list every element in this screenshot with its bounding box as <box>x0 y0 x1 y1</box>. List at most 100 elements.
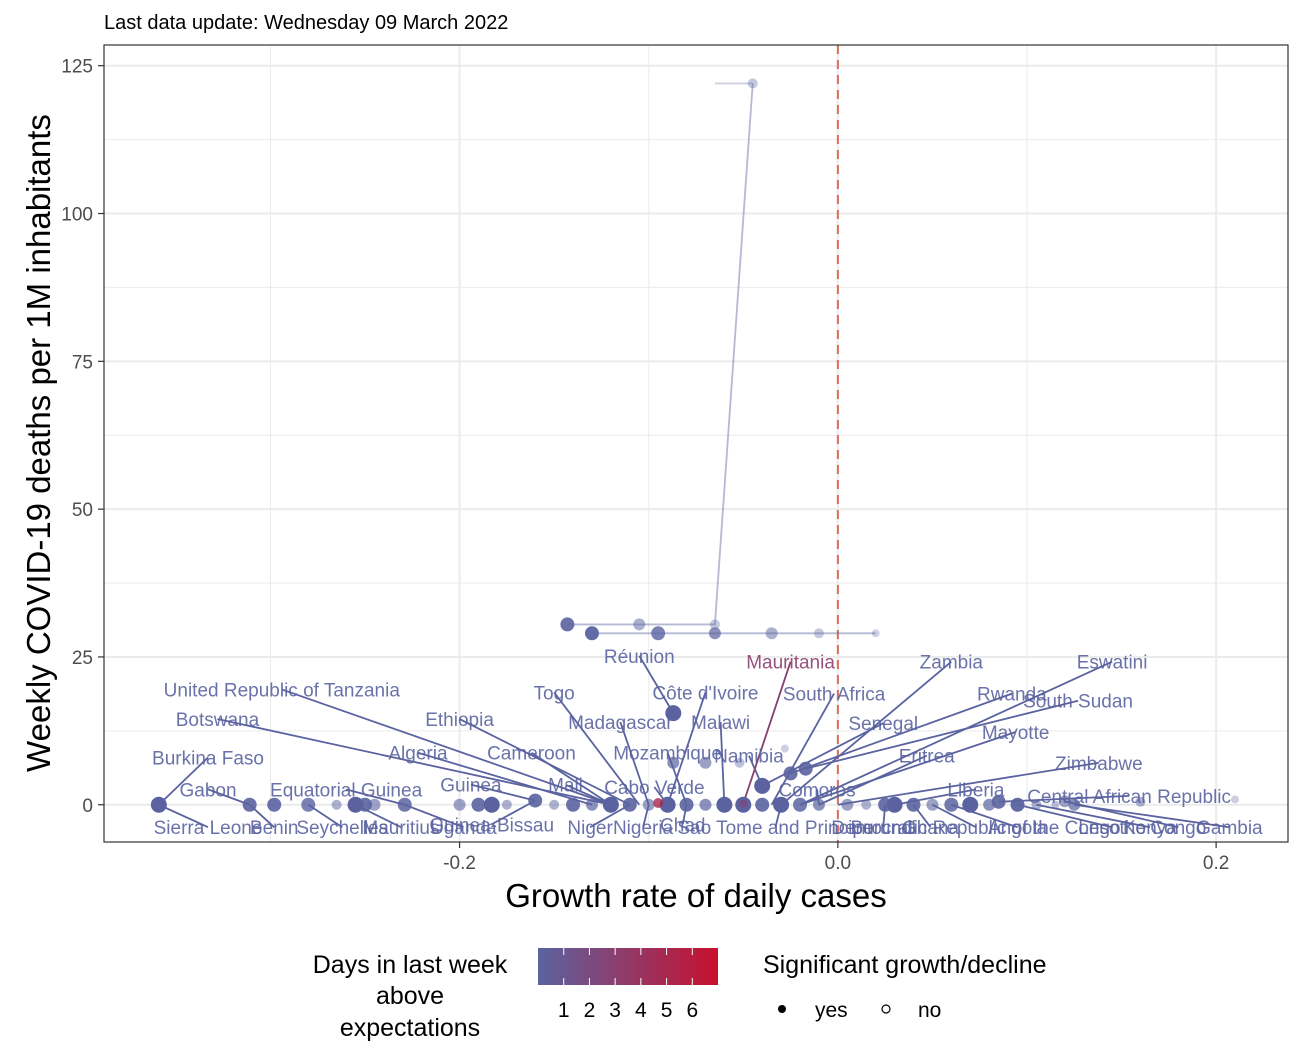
color-legend-tick-label: 4 <box>635 999 647 1022</box>
legend-no-marker <box>881 1004 891 1014</box>
data-point <box>812 798 825 811</box>
data-point <box>301 797 316 812</box>
axes: -0.2 0.0 0.2 0 25 50 75 100 125 <box>61 57 1229 874</box>
label-connector <box>281 688 612 806</box>
data-point <box>651 626 666 641</box>
data-point <box>566 797 581 812</box>
country-label: Mayotte <box>982 723 1050 744</box>
data-point <box>709 619 720 630</box>
data-point <box>150 796 167 813</box>
data-point <box>1051 800 1060 809</box>
label-connector <box>932 803 977 829</box>
data-point <box>331 799 342 810</box>
country-label: Ghana <box>902 818 959 839</box>
data-point <box>926 798 939 811</box>
color-legend-title-line-1: Days in last week <box>313 951 508 979</box>
country-label: Guinea-Bissau <box>429 815 554 836</box>
label-connector <box>207 788 250 806</box>
country-label: Gambia <box>1196 818 1263 839</box>
country-label: Benin <box>250 818 299 839</box>
chart-subtitle: Last data update: Wednesday 09 March 202… <box>104 12 508 34</box>
color-legend-tick-label: 6 <box>686 999 698 1022</box>
y-tick-label: 25 <box>72 648 93 669</box>
y-axis-title: Weekly COVID-19 deaths per 1M inhabitant… <box>20 114 57 772</box>
color-legend-tick-label: 2 <box>584 999 596 1022</box>
data-point <box>584 626 599 641</box>
data-point <box>1010 797 1025 812</box>
country-label: Togo <box>534 683 575 704</box>
label-connector <box>799 731 1016 806</box>
country-label: Mauritius <box>362 818 439 839</box>
country-label: Chad <box>660 815 705 836</box>
panel-border <box>103 44 1289 843</box>
data-point <box>471 797 486 812</box>
data-point <box>734 757 745 768</box>
data-point <box>841 798 854 811</box>
country-label: Zambia <box>920 653 984 674</box>
label-connector <box>790 692 1013 775</box>
data-point <box>944 797 959 812</box>
data-point <box>501 799 512 810</box>
data-point <box>886 796 903 813</box>
data-point <box>871 629 880 638</box>
country-label: Central African Republic <box>1027 787 1231 808</box>
legend-yes-label: yes <box>815 999 848 1022</box>
label-connector <box>742 661 792 804</box>
country-label-layer: Burkina Faso Gabon Sierra LeoneBeninSeyche… <box>152 647 1263 839</box>
country-label: Rwanda <box>977 685 1047 706</box>
label-connector <box>619 721 650 806</box>
data-point <box>585 798 598 811</box>
data-point <box>453 798 466 811</box>
country-label: Eritrea <box>899 747 955 768</box>
data-point <box>906 797 921 812</box>
data-point <box>699 798 712 811</box>
country-label: Sierra Leone <box>154 818 263 839</box>
y-tick-label: 0 <box>82 796 93 817</box>
label-connector <box>837 761 1100 806</box>
data-point <box>773 796 790 813</box>
data-point <box>783 766 798 781</box>
data-point <box>549 799 560 810</box>
data-point <box>1031 799 1042 810</box>
data-point <box>861 799 872 810</box>
trajectory-layer <box>567 82 876 635</box>
data-point <box>267 797 282 812</box>
country-label: Namibia <box>714 747 784 768</box>
trajectory-line <box>567 83 754 626</box>
data-point <box>747 78 758 89</box>
data-point <box>602 796 619 813</box>
color-legend-bar <box>538 948 718 985</box>
country-label: Seychelles <box>296 818 388 839</box>
color-legend-tick-label: 1 <box>558 999 570 1022</box>
label-connector <box>770 693 835 806</box>
color-legend-title-line-2: above <box>376 982 444 1010</box>
country-label: Zimbabwe <box>1055 754 1143 775</box>
data-point <box>1231 795 1240 804</box>
data-point <box>765 627 778 640</box>
country-label: Kenya <box>1123 818 1177 839</box>
color-legend-title-line-3: expectations <box>340 1014 480 1042</box>
label-connector <box>780 660 952 806</box>
data-point <box>754 777 771 794</box>
y-tick-label: 125 <box>61 57 93 78</box>
data-point <box>780 744 789 753</box>
country-label: Ethiopia <box>425 710 494 731</box>
data-point <box>622 797 637 812</box>
data-point <box>739 799 748 808</box>
label-connector <box>1036 803 1151 829</box>
data-point <box>708 627 721 640</box>
data-point <box>653 797 664 808</box>
data-point <box>659 796 676 813</box>
country-label: Senegal <box>848 714 918 735</box>
country-label: United Republic of Tanzania <box>164 680 401 701</box>
country-label: Guinea <box>440 776 502 797</box>
country-label: Réunion <box>604 647 675 668</box>
country-label: Madagascar <box>568 713 673 734</box>
country-label: Botswana <box>176 710 260 731</box>
label-connector <box>761 722 884 787</box>
shape-legend: Significant growth/decline yes no <box>763 951 1047 1022</box>
country-label: Lesotho <box>1078 818 1146 839</box>
label-connector <box>1074 803 1230 829</box>
label-connector <box>158 756 209 806</box>
